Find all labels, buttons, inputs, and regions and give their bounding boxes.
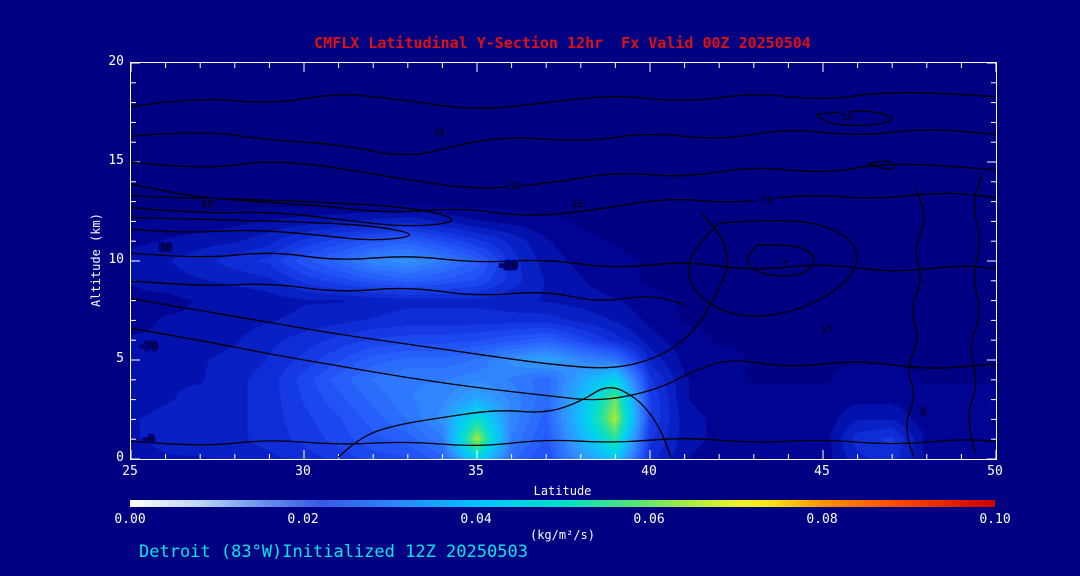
x-tick-label: 45: [814, 464, 830, 479]
y-tick-label: 20: [108, 54, 124, 69]
colorbar-units-label: (kg/m²/s): [529, 528, 596, 542]
colorbar-tick-label: 0.02: [287, 512, 319, 527]
x-axis-title: Latitude: [533, 484, 592, 498]
chart-title: CMFLX Latitudinal Y-Section 12hr Fx Vali…: [314, 34, 811, 52]
colorbar-tick-label: 0.04: [460, 512, 492, 527]
y-tick-label: 10: [108, 252, 124, 267]
heatmap-canvas: [131, 63, 996, 459]
x-tick-label: 30: [295, 464, 311, 479]
colorbar-tick-label: 0.08: [806, 512, 838, 527]
colorbar-tick-label: 0.10: [979, 512, 1011, 527]
colorbar-tick-label: 0.06: [633, 512, 665, 527]
plot-area: 10 -10 50 90 30 -20 15 -70 -70 13 3 -0 +: [130, 62, 997, 460]
x-tick-label: 35: [468, 464, 484, 479]
x-tick-label: 25: [122, 464, 138, 479]
x-tick-label: 40: [641, 464, 657, 479]
init-info-text: Detroit (83°W)Initialized 12Z 20250503: [139, 542, 528, 562]
y-tick-label: 5: [116, 351, 124, 366]
colorbar-tick-label: 0.00: [114, 512, 146, 527]
y-tick-label: 0: [116, 450, 124, 465]
y-tick-label: 15: [108, 153, 124, 168]
colorbar: [130, 500, 995, 507]
x-tick-label: 50: [987, 464, 1003, 479]
